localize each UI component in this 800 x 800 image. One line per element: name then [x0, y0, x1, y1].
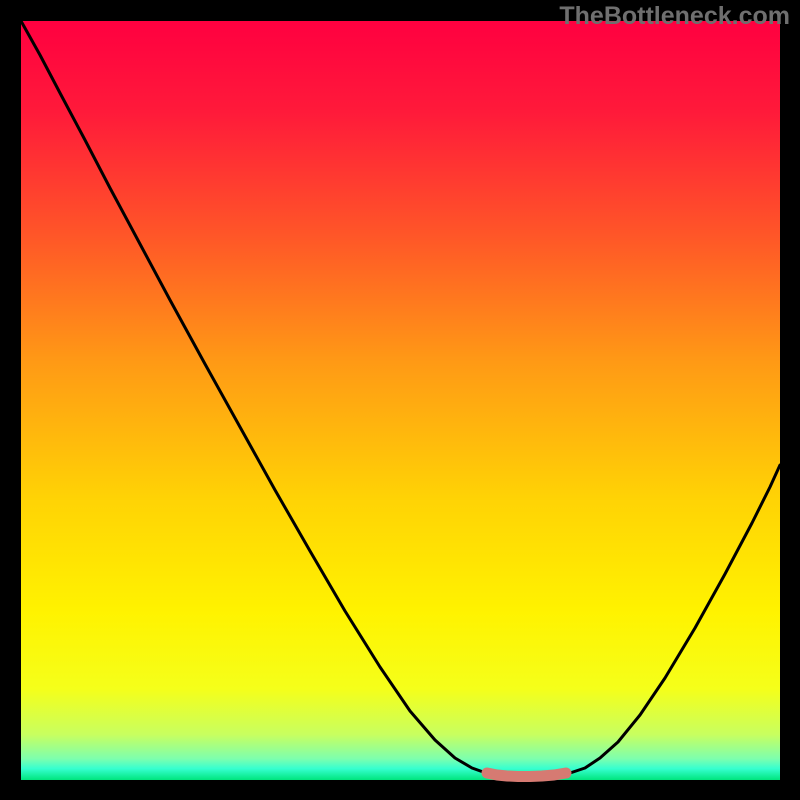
- watermark-text: TheBottleneck.com: [559, 2, 790, 31]
- plot-area: [21, 21, 780, 780]
- chart-canvas: TheBottleneck.com: [0, 0, 800, 800]
